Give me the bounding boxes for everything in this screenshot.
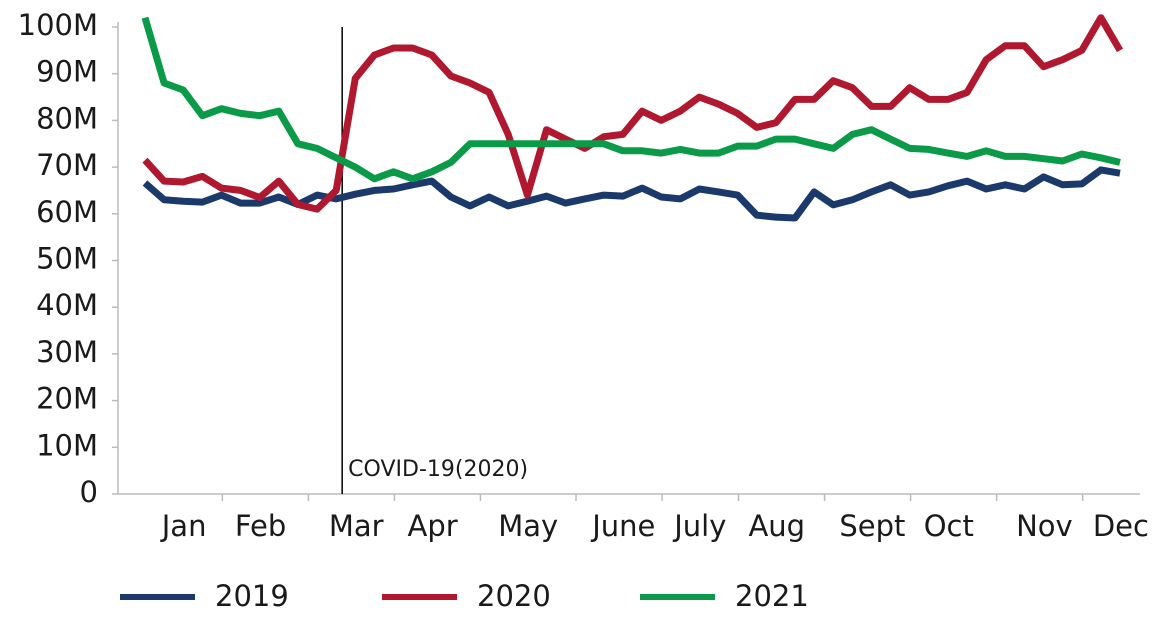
x-tick-label: Mar [329,509,384,543]
annotation-text: COVID-19(2020) [348,457,528,482]
x-tick-label: Apr [408,509,458,543]
y-tick-label: 20M [36,382,98,416]
y-tick-label: 100M [18,8,98,42]
x-tick-label: Aug [748,509,805,543]
x-tick-label: May [498,509,558,543]
x-tick-label: Nov [1016,509,1073,543]
x-tick-label: Sept [839,509,905,543]
y-tick-label: 90M [36,55,98,89]
x-tick-label: Jan [160,509,207,543]
series-line [142,166,1121,222]
x-tick-label: June [590,509,655,543]
series-line [141,16,1121,183]
y-tick-label: 50M [36,242,98,276]
y-tick-label: 40M [36,288,98,322]
legend-label: 2021 [735,579,809,613]
y-tick-label: 60M [36,195,98,229]
y-tick-label: 30M [36,335,98,369]
y-tick-label: 0 [80,475,98,509]
x-tick-label: Feb [235,509,286,543]
y-tick-label: 70M [36,148,98,182]
x-tick-label: Dec [1093,509,1149,543]
legend-label: 2020 [477,579,551,613]
x-tick-label: Oct [924,509,974,543]
y-tick-label: 10M [36,428,98,462]
y-tick-label: 80M [36,101,98,135]
legend-label: 2019 [215,579,289,613]
series-line [142,14,1124,213]
x-tick-label: July [672,509,726,543]
